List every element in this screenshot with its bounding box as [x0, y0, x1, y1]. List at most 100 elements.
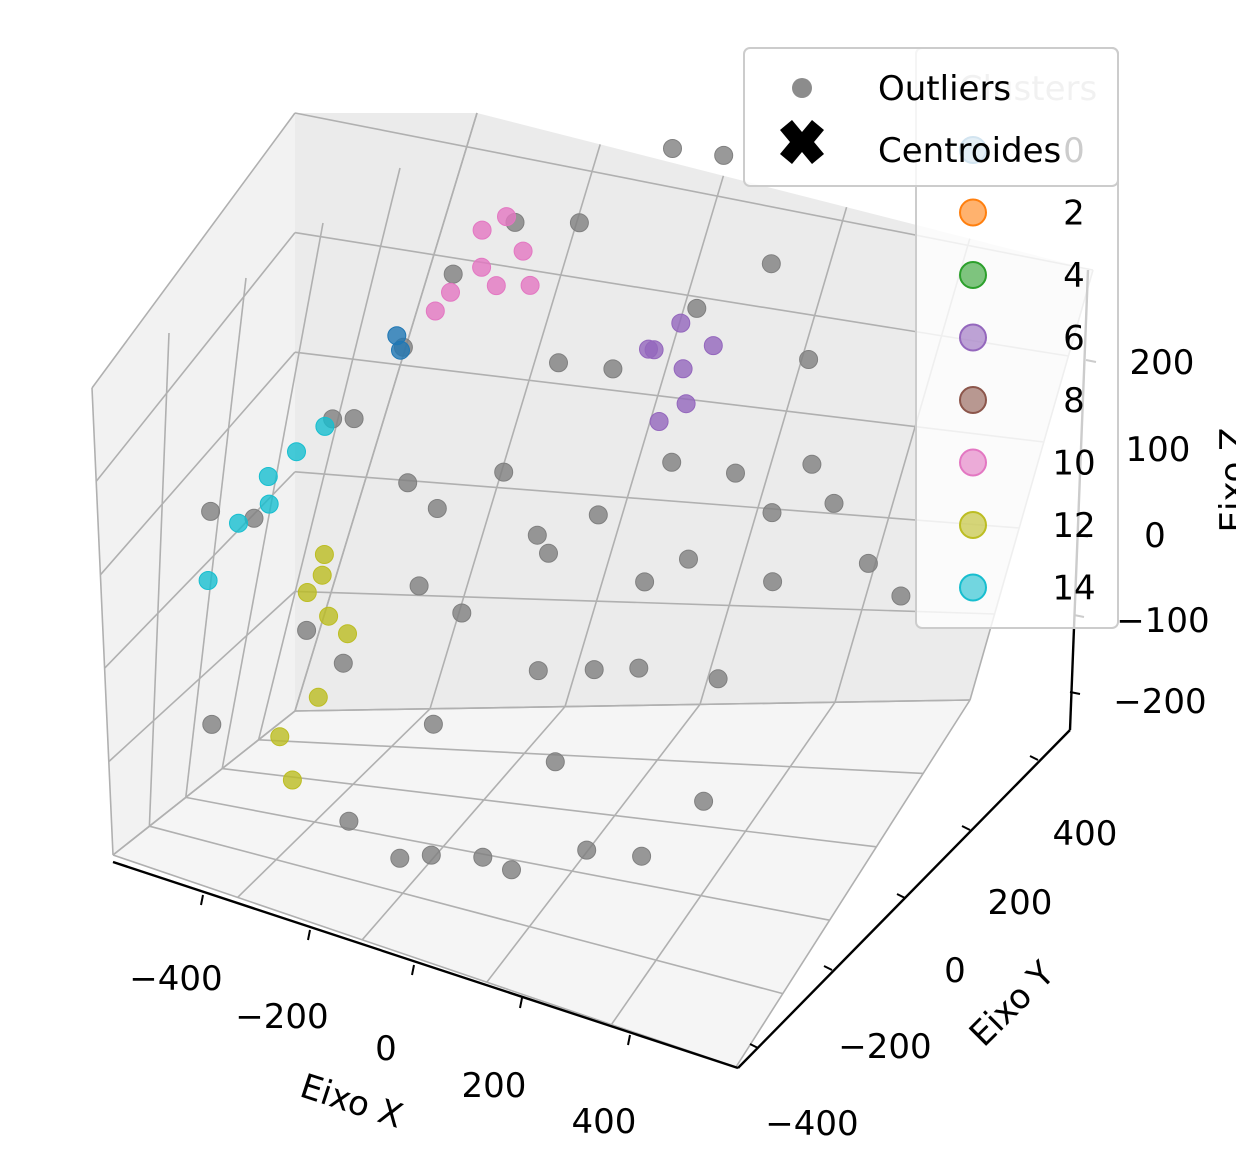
data-point: [703, 336, 723, 356]
series-outliers: [201, 139, 911, 880]
data-point: [635, 572, 655, 592]
data-point: [858, 553, 878, 573]
data-point: [763, 572, 783, 592]
data-point: [409, 576, 429, 596]
legend-marker-8: [959, 386, 987, 414]
floor-grid-x: [237, 708, 431, 898]
series-14: [198, 416, 335, 590]
data-points: [198, 139, 911, 880]
data-point: [344, 409, 364, 429]
y-axis-line: [737, 729, 1071, 1069]
data-point: [443, 264, 463, 284]
y-tick-mark: [749, 1043, 759, 1049]
legend-marker-14: [959, 573, 987, 602]
data-point: [421, 845, 441, 865]
data-point: [387, 326, 407, 346]
data-point: [282, 770, 302, 790]
data-point: [708, 669, 728, 689]
y-tick-mark: [961, 825, 971, 831]
data-point: [549, 353, 568, 373]
legend-markers: Outliers Centroides: [743, 47, 1119, 187]
left-grid-h: [95, 232, 296, 482]
data-point: [671, 313, 691, 333]
left-grid-v: [148, 332, 170, 827]
left-grid-h: [112, 710, 296, 856]
z-tick-label: 0: [1144, 516, 1166, 556]
legend-marker-outliers: [792, 78, 812, 98]
pane-floor: [113, 700, 970, 1067]
y-tick-mark: [1029, 755, 1039, 761]
data-point: [502, 860, 521, 880]
series-10: [425, 207, 540, 321]
data-point: [201, 501, 221, 521]
legend-label-4: 4: [1063, 256, 1085, 296]
data-point: [584, 660, 604, 680]
legend-marker-centroides: [780, 120, 824, 164]
back-grid-h: [294, 699, 971, 712]
data-point: [545, 752, 565, 772]
y-tick-mark: [896, 893, 906, 899]
pane-back: [295, 113, 1093, 711]
x-tick-mark: [411, 964, 415, 976]
data-point: [662, 452, 682, 472]
data-point: [452, 603, 472, 623]
data-point: [315, 416, 335, 436]
legend-marker-6: [959, 323, 987, 352]
data-point: [799, 350, 819, 369]
data-point: [333, 653, 353, 673]
y-tick-label: 200: [988, 883, 1053, 923]
data-point: [259, 494, 279, 514]
y-tick-label: −200: [838, 1027, 931, 1067]
data-point: [513, 241, 533, 261]
legend-label-14: 14: [1052, 569, 1095, 609]
legend-label-12: 12: [1052, 506, 1095, 546]
z-tick-label: 200: [1130, 343, 1195, 383]
data-point: [319, 606, 339, 626]
legend-markers-box: [743, 47, 1119, 187]
floor-grid-y: [222, 767, 877, 848]
data-point: [632, 846, 652, 866]
data-point: [202, 714, 222, 734]
data-point: [472, 220, 492, 240]
data-point: [714, 145, 734, 165]
data-point: [287, 442, 306, 462]
y-tick-label: 400: [1053, 814, 1118, 854]
data-point: [338, 624, 357, 644]
data-point: [494, 462, 514, 482]
floor-grid-x: [735, 699, 971, 1068]
floor-grid-y: [112, 854, 737, 1068]
x-tick-mark: [627, 1034, 631, 1046]
floor-grid-x: [361, 706, 566, 941]
legend-marker-10: [959, 448, 987, 477]
x-axis-line: [112, 860, 739, 1070]
data-point: [528, 661, 548, 681]
z-axis-label: Eixo Z: [1213, 428, 1236, 533]
legend-label-6: 6: [1063, 319, 1085, 359]
data-point: [308, 687, 328, 707]
series-12: [270, 545, 357, 790]
legend-label-10: 10: [1052, 444, 1095, 484]
data-point: [497, 207, 516, 227]
data-point: [588, 505, 608, 525]
x-tick-mark: [519, 997, 523, 1009]
y-tick-mark: [823, 965, 833, 971]
data-point: [297, 620, 317, 640]
data-point: [679, 549, 698, 569]
legend-label-2: 2: [1063, 194, 1085, 234]
gridlines: [91, 112, 1094, 1068]
data-point: [339, 811, 359, 831]
data-point: [629, 658, 649, 678]
x-tick-label: 200: [462, 1066, 527, 1106]
data-point: [802, 454, 822, 474]
back-grid-v: [699, 206, 848, 705]
data-point: [472, 257, 492, 277]
data-point: [687, 298, 707, 318]
legend-label-centroides: Centroides: [878, 131, 1061, 171]
data-point: [425, 301, 445, 321]
data-point: [762, 503, 782, 523]
legend-label-outliers: Outliers: [878, 69, 1011, 109]
data-point: [398, 473, 418, 493]
x-axis-label: Eixo X: [295, 1066, 407, 1136]
data-point: [297, 583, 317, 602]
